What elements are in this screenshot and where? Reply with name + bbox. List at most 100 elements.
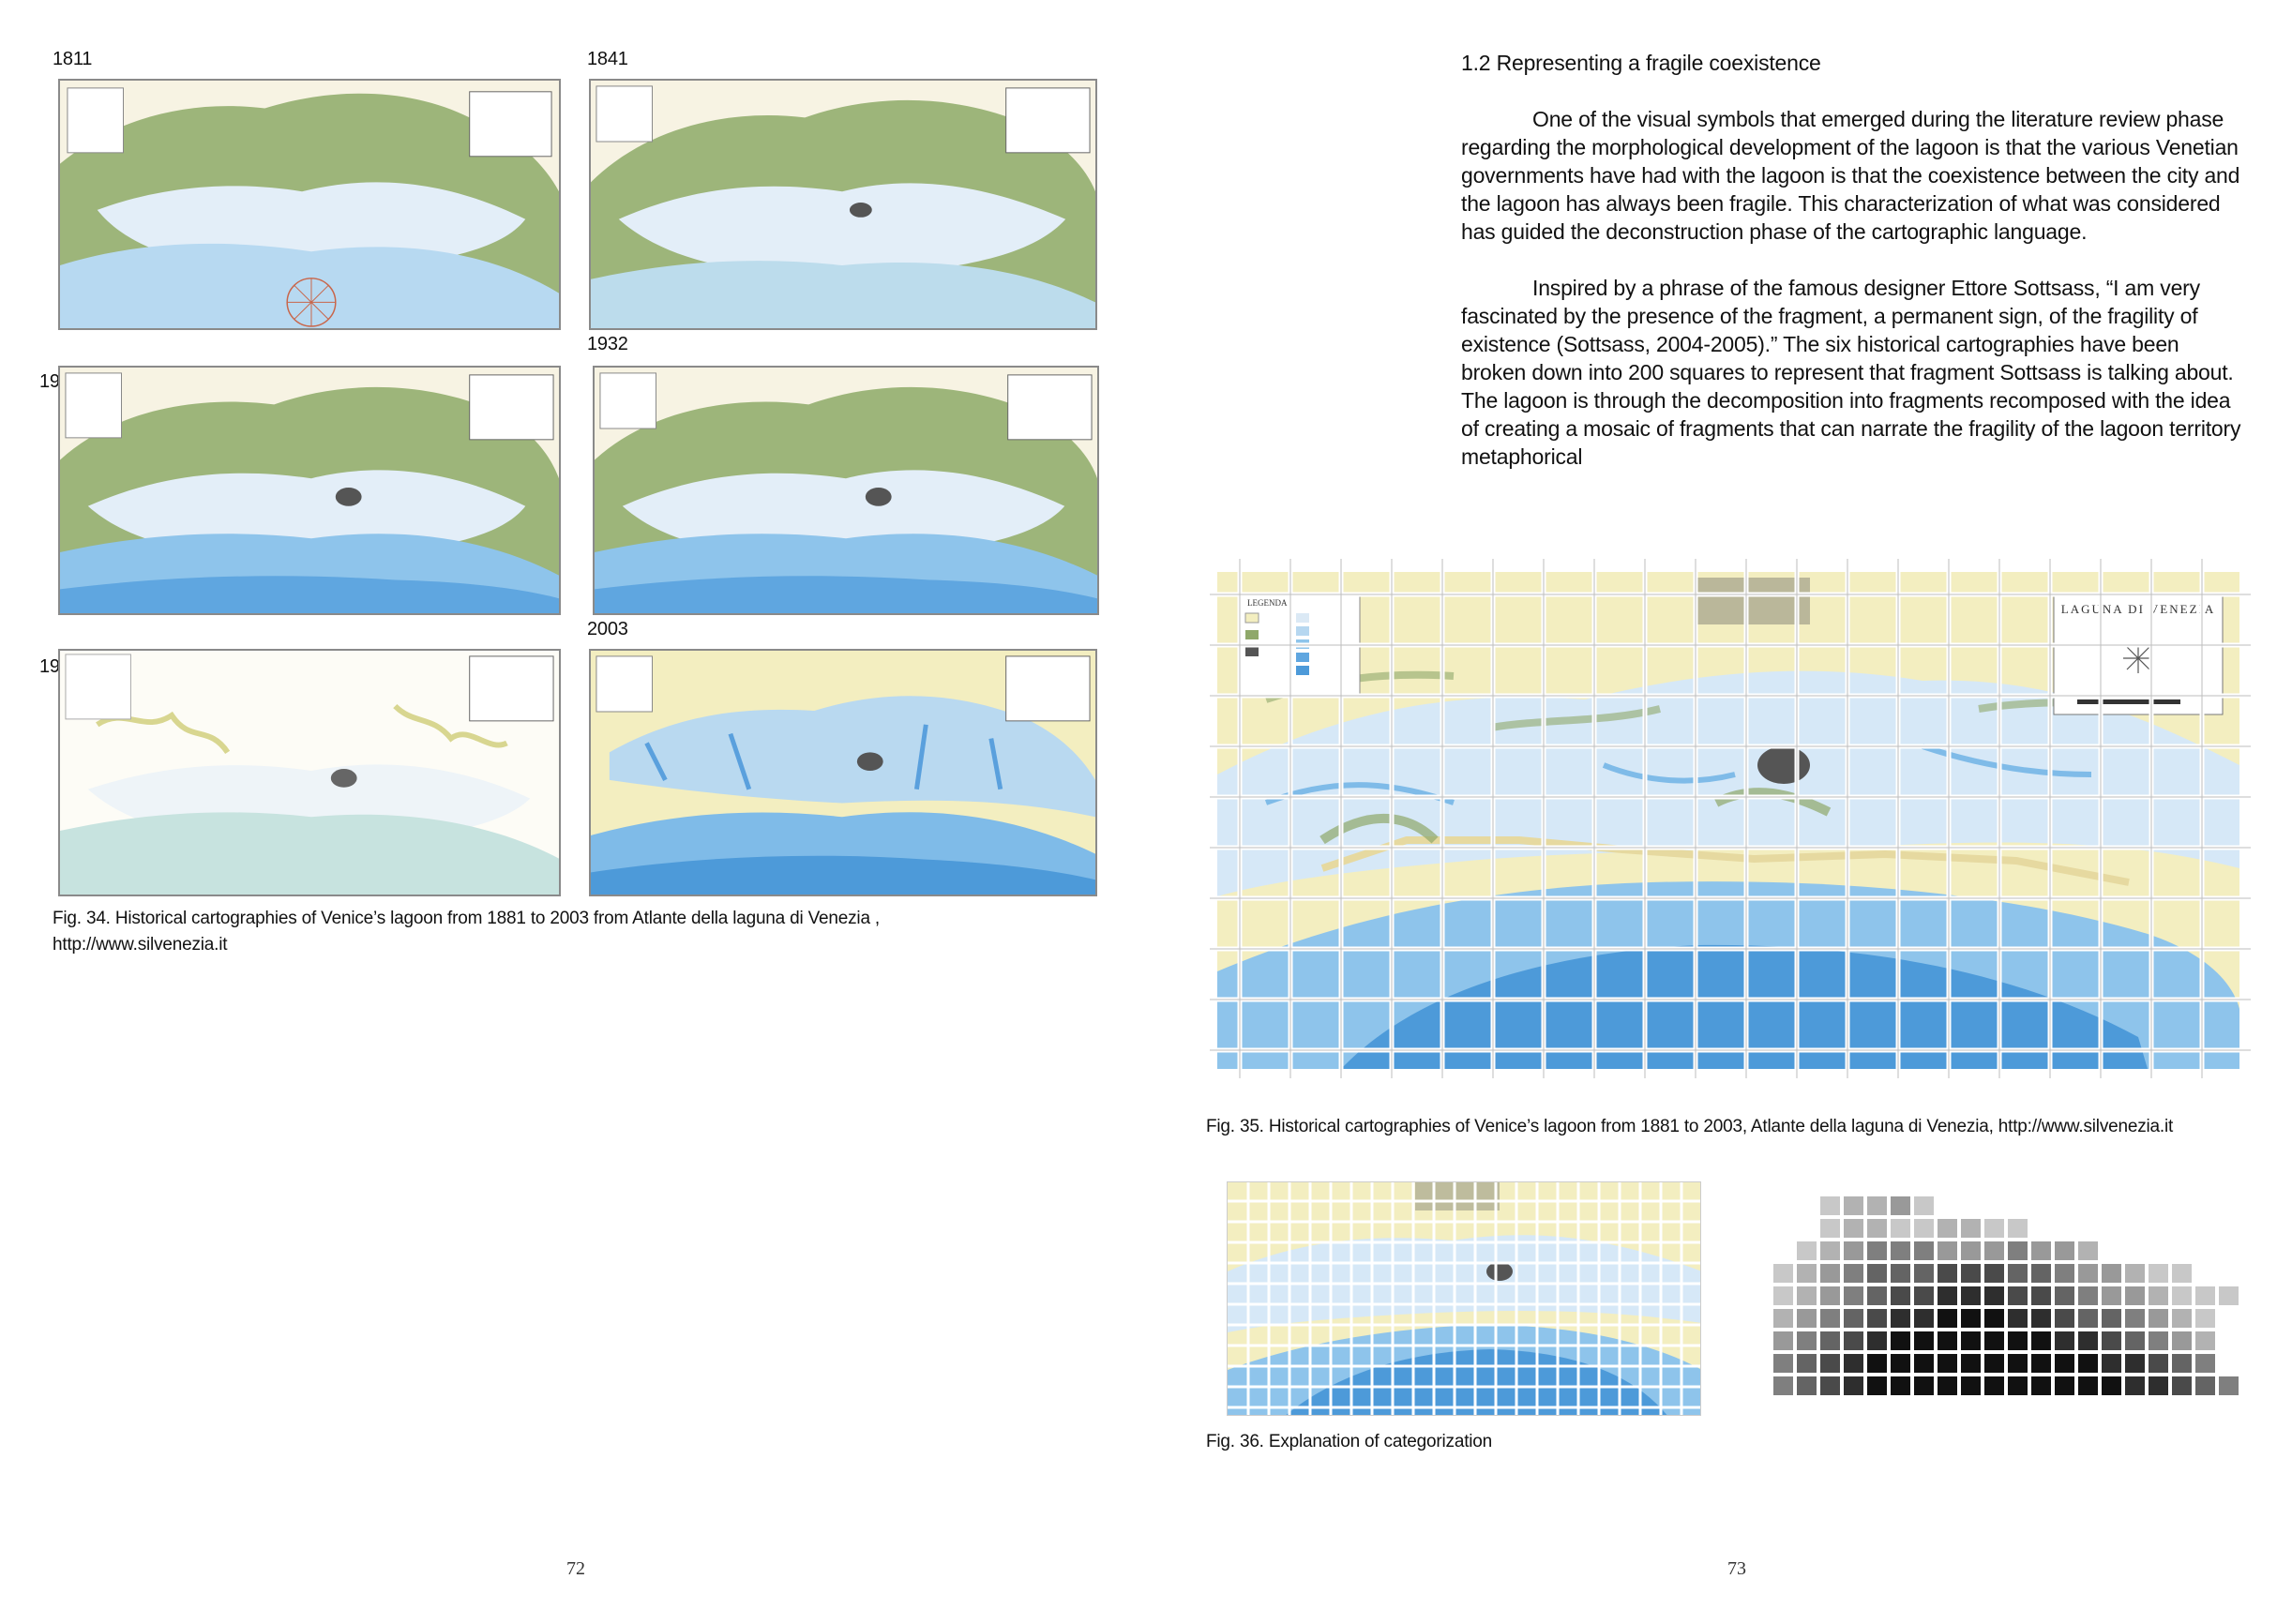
legend-title: LEGENDA xyxy=(1247,598,1288,608)
mosaic-cell xyxy=(1891,1264,1910,1283)
mosaic-cell xyxy=(2289,1219,2292,1238)
mosaic-cell xyxy=(2195,1264,2215,1283)
mosaic-cell xyxy=(2219,1354,2239,1373)
mosaic-cell xyxy=(1797,1376,1817,1395)
mosaic-cell xyxy=(1750,1286,1770,1305)
mosaic-cell xyxy=(2055,1174,2074,1193)
mosaic-cell xyxy=(2242,1219,2262,1238)
mosaic-cell xyxy=(1914,1219,1934,1238)
mosaic-cell xyxy=(1820,1376,1840,1395)
historical-map-1970 xyxy=(58,649,561,896)
mosaic-cell xyxy=(1867,1354,1887,1373)
mosaic-cell xyxy=(2008,1219,2028,1238)
mosaic-cell xyxy=(2266,1196,2285,1215)
mosaic-cell xyxy=(1984,1241,2004,1260)
mosaic-cell xyxy=(2289,1174,2292,1193)
mosaic-cell xyxy=(1797,1174,1817,1193)
section-heading: 1.2 Representing a fragile coexistence xyxy=(1461,51,1821,75)
mosaic-cell xyxy=(2008,1264,2028,1283)
mosaic-cell xyxy=(1820,1286,1840,1305)
mosaic-cell xyxy=(1844,1376,1863,1395)
mosaic-cell xyxy=(2219,1286,2239,1305)
mosaic-cell xyxy=(2149,1219,2168,1238)
mosaic-cell xyxy=(2102,1331,2121,1350)
mosaic-cell xyxy=(2266,1354,2285,1373)
mosaic-cell xyxy=(1750,1331,1770,1350)
fragmented-lagoon-map: LEGENDA LAGUNA DI VENEZIA xyxy=(1210,559,2251,1078)
mosaic-cell xyxy=(1844,1219,1863,1238)
mosaic-cell xyxy=(2195,1376,2215,1395)
mosaic-cell xyxy=(2242,1264,2262,1283)
mosaic-cell xyxy=(1797,1241,1817,1260)
mosaic-cell xyxy=(1914,1241,1934,1260)
mosaic-cell xyxy=(1914,1376,1934,1395)
mosaic-cell xyxy=(1914,1174,1934,1193)
mosaic-cell xyxy=(1891,1354,1910,1373)
mosaic-cell xyxy=(2149,1264,2168,1283)
mosaic-cell xyxy=(1820,1331,1840,1350)
mosaic-cell xyxy=(2125,1219,2145,1238)
mosaic-cell xyxy=(1891,1286,1910,1305)
mosaic-cell xyxy=(1961,1264,1981,1283)
mosaic-cell xyxy=(1914,1331,1934,1350)
historical-map-1901 xyxy=(58,366,561,615)
mosaic-cell xyxy=(2008,1331,2028,1350)
mosaic-cell xyxy=(2219,1309,2239,1328)
mosaic-cell xyxy=(2172,1174,2192,1193)
mosaic-cell xyxy=(2195,1309,2215,1328)
mosaic-cell xyxy=(1914,1196,1934,1215)
mosaic-cell xyxy=(2125,1241,2145,1260)
mosaic-cell xyxy=(2125,1264,2145,1283)
mosaic-cell xyxy=(1867,1264,1887,1283)
mosaic-cell xyxy=(1773,1219,1793,1238)
mosaic-cell xyxy=(1984,1309,2004,1328)
mosaic-cell xyxy=(2102,1309,2121,1328)
mosaic-cell xyxy=(1797,1331,1817,1350)
mosaic-cell xyxy=(1820,1264,1840,1283)
mosaic-cell xyxy=(2102,1219,2121,1238)
mosaic-cell xyxy=(1750,1376,1770,1395)
mosaic-cell xyxy=(1914,1309,1934,1328)
mosaic-cell xyxy=(2125,1286,2145,1305)
mosaic-cell xyxy=(2289,1196,2292,1215)
mosaic-cell xyxy=(2149,1174,2168,1193)
mosaic-cell xyxy=(1938,1264,1957,1283)
mosaic-cell xyxy=(1797,1354,1817,1373)
mosaic-cell xyxy=(2031,1354,2051,1373)
mosaic-cell xyxy=(1961,1196,1981,1215)
historical-map-1811 xyxy=(58,79,561,330)
mosaic-cell xyxy=(1984,1264,2004,1283)
mosaic-cell xyxy=(2195,1219,2215,1238)
mosaic-cell xyxy=(2266,1286,2285,1305)
caption-link[interactable]: http://www.silvenezia.it xyxy=(53,935,228,955)
mosaic-cell xyxy=(2078,1286,2098,1305)
mosaic-cell xyxy=(1820,1241,1840,1260)
mosaic-cell xyxy=(2078,1376,2098,1395)
mosaic-cell xyxy=(2172,1331,2192,1350)
mosaic-cell xyxy=(1984,1219,2004,1238)
mosaic-cell xyxy=(2266,1241,2285,1260)
mosaic-cell xyxy=(2195,1331,2215,1350)
mosaic-cell xyxy=(1773,1174,1793,1193)
mosaic-cell xyxy=(2149,1376,2168,1395)
mosaic-cell xyxy=(1867,1331,1887,1350)
mosaic-cell xyxy=(2242,1354,2262,1373)
mosaic-cell xyxy=(1938,1174,1957,1193)
map-year-label: 1932 xyxy=(587,334,628,354)
mosaic-cell xyxy=(1891,1196,1910,1215)
mosaic-cell xyxy=(1797,1219,1817,1238)
mosaic-cell xyxy=(2055,1376,2074,1395)
mosaic-cell xyxy=(2266,1174,2285,1193)
mosaic-cell xyxy=(1938,1286,1957,1305)
mosaic-cell xyxy=(2289,1241,2292,1260)
historical-map-1932 xyxy=(593,366,1099,615)
mosaic-cell xyxy=(2149,1309,2168,1328)
mosaic-cell xyxy=(2031,1174,2051,1193)
mosaic-cell xyxy=(1938,1354,1957,1373)
mosaic-cell xyxy=(1891,1376,1910,1395)
caption-line: Fig. 34. Historical cartographies of Ven… xyxy=(53,909,880,928)
mosaic-cell xyxy=(1820,1196,1840,1215)
mosaic-cell xyxy=(1867,1196,1887,1215)
mosaic-cell xyxy=(1773,1241,1793,1260)
mosaic-cell xyxy=(2289,1286,2292,1305)
